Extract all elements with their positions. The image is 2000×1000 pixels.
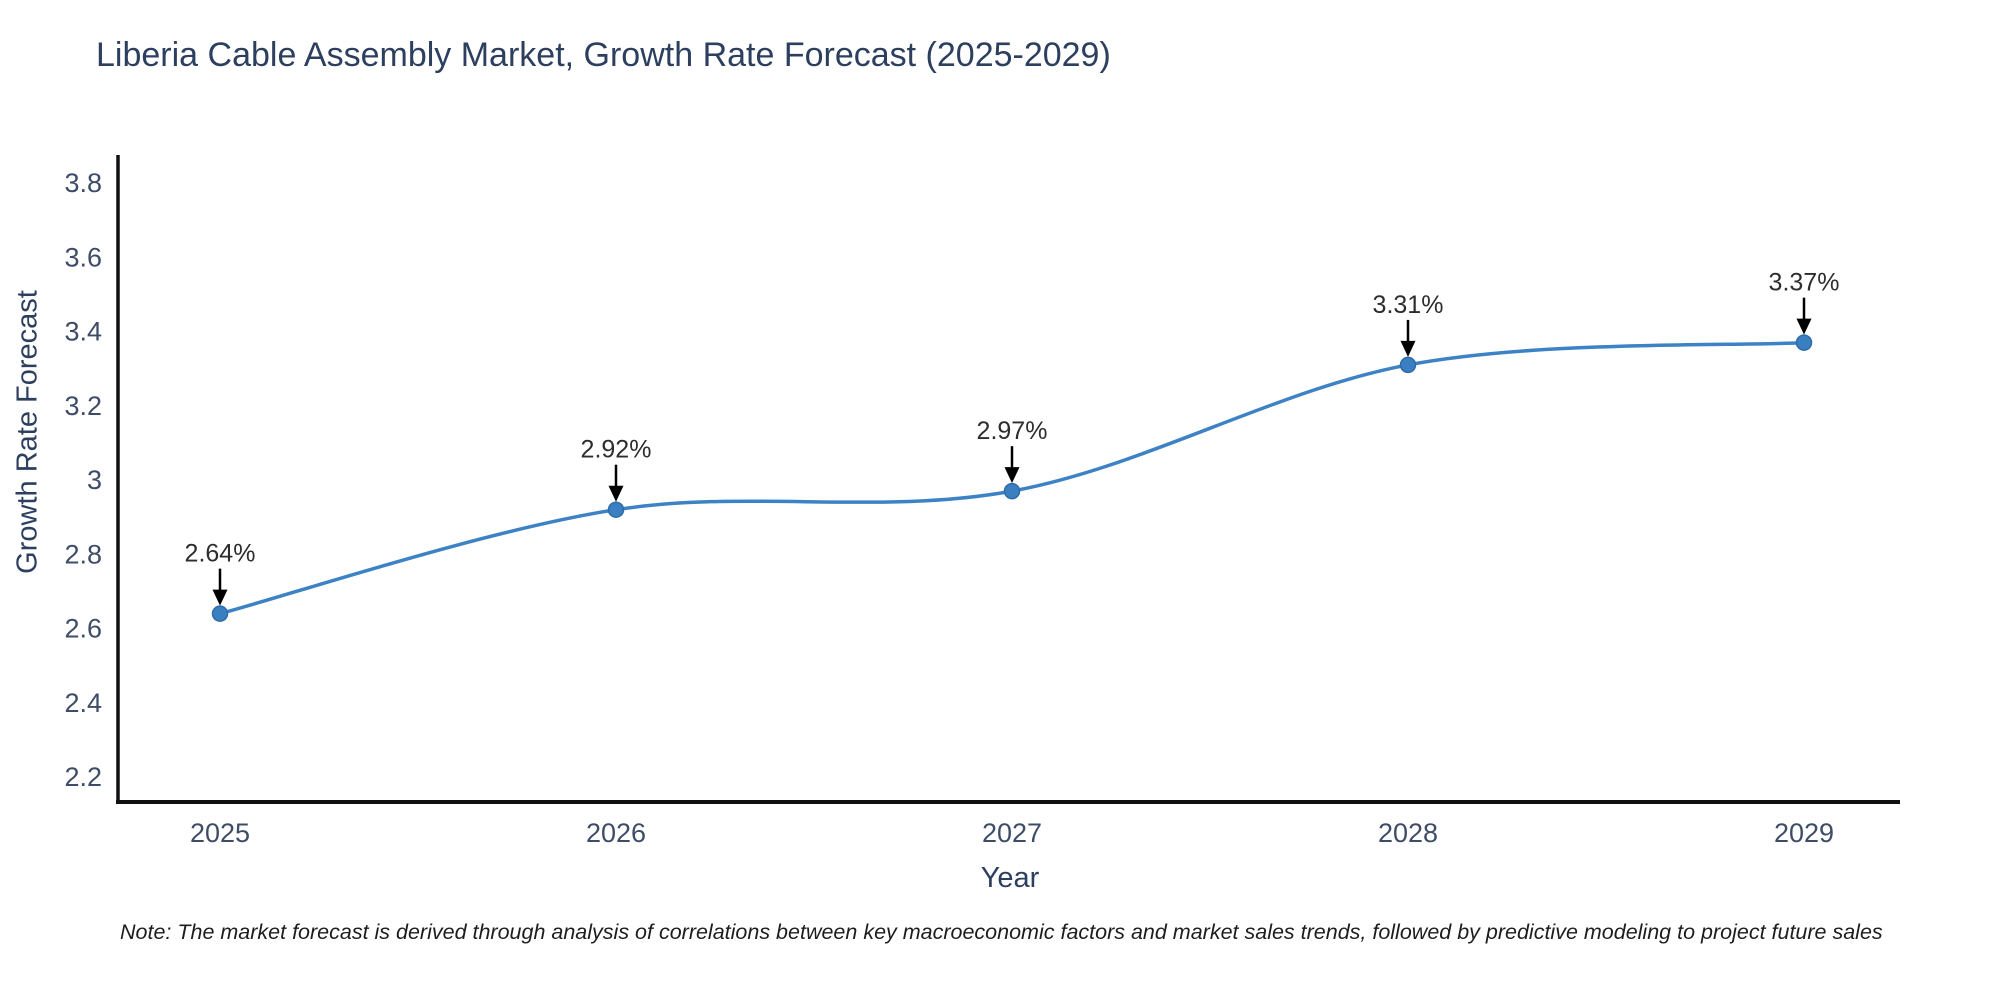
x-tick-label: 2025 — [190, 818, 250, 848]
annotation-arrowhead — [1400, 340, 1416, 357]
chart-title: Liberia Cable Assembly Market, Growth Ra… — [96, 36, 1111, 74]
y-tick-label: 2.4 — [64, 688, 102, 718]
annotation-label: 3.37% — [1769, 269, 1840, 297]
footnote: Note: The market forecast is derived thr… — [120, 920, 1883, 944]
y-tick-label: 3.4 — [64, 317, 102, 347]
data-point-2029 — [1795, 334, 1813, 351]
y-tick-label: 2.6 — [64, 614, 102, 644]
annotation-label: 3.31% — [1373, 291, 1444, 319]
y-tick-label: 3 — [87, 465, 102, 495]
x-axis-title: Year — [980, 862, 1040, 894]
x-tick-label: 2028 — [1378, 818, 1438, 848]
data-point-2026 — [607, 501, 625, 518]
data-point-2025 — [211, 605, 229, 622]
y-tick-label: 3.8 — [64, 168, 102, 198]
annotation-label: 2.97% — [977, 417, 1048, 445]
x-tick-label: 2029 — [1774, 818, 1834, 848]
annotation-arrowhead — [608, 485, 624, 502]
y-tick-label: 3.6 — [64, 242, 102, 272]
x-tick-label: 2027 — [982, 818, 1042, 848]
y-tick-label: 2.8 — [64, 539, 102, 569]
data-point-2027 — [1003, 482, 1021, 500]
data-point-2028 — [1399, 356, 1417, 374]
annotation-arrowhead — [1796, 318, 1812, 335]
annotation-arrowhead — [1004, 467, 1020, 484]
y-tick-label: 3.2 — [64, 391, 102, 421]
x-tick-label: 2026 — [586, 818, 646, 848]
annotation-label: 2.92% — [581, 436, 652, 464]
annotation-arrowhead — [212, 589, 228, 606]
y-tick-label: 2.2 — [64, 762, 102, 792]
annotation-label: 2.64% — [185, 540, 256, 568]
